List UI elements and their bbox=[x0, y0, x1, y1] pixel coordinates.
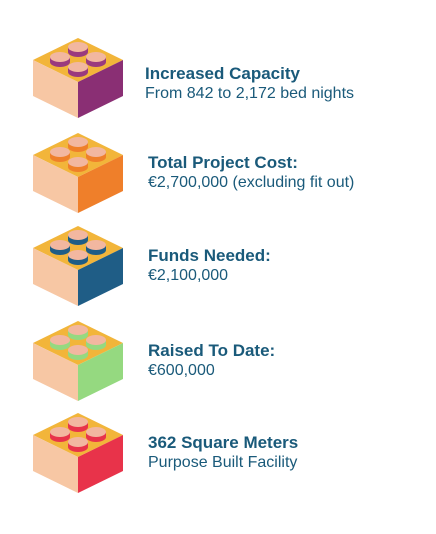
info-text: Increased Capacity From 842 to 2,172 bed… bbox=[145, 64, 354, 104]
info-item-funds-needed: Funds Needed: €2,100,000 bbox=[0, 218, 436, 308]
lego-brick-icon bbox=[28, 218, 128, 308]
info-text: Funds Needed: €2,100,000 bbox=[148, 246, 271, 286]
lego-brick-icon bbox=[28, 30, 128, 120]
info-subtitle: €2,700,000 (excluding fit out) bbox=[148, 174, 355, 191]
info-title: Total Project Cost: bbox=[148, 153, 298, 172]
info-subtitle: €600,000 bbox=[148, 362, 215, 379]
info-text: Raised To Date: €600,000 bbox=[148, 341, 275, 381]
info-title: 362 Square Meters bbox=[148, 433, 299, 452]
info-title: Raised To Date: bbox=[148, 341, 276, 360]
info-title: Increased Capacity bbox=[145, 64, 300, 83]
info-item-square-meters: 362 Square Meters Purpose Built Facility bbox=[0, 405, 436, 495]
info-subtitle: From 842 to 2,172 bed nights bbox=[145, 85, 355, 102]
info-title: Funds Needed: bbox=[148, 246, 271, 265]
info-item-capacity: Increased Capacity From 842 to 2,172 bed… bbox=[0, 30, 436, 120]
lego-brick-icon bbox=[28, 125, 128, 215]
info-text: Total Project Cost: €2,700,000 (excludin… bbox=[148, 153, 354, 193]
lego-brick-icon bbox=[28, 313, 128, 403]
lego-brick-icon bbox=[28, 405, 128, 495]
info-text: 362 Square Meters Purpose Built Facility bbox=[148, 433, 298, 473]
info-item-raised-to-date: Raised To Date: €600,000 bbox=[0, 313, 436, 403]
info-subtitle: Purpose Built Facility bbox=[148, 454, 298, 471]
info-item-project-cost: Total Project Cost: €2,700,000 (excludin… bbox=[0, 125, 436, 215]
info-subtitle: €2,100,000 bbox=[148, 267, 229, 284]
